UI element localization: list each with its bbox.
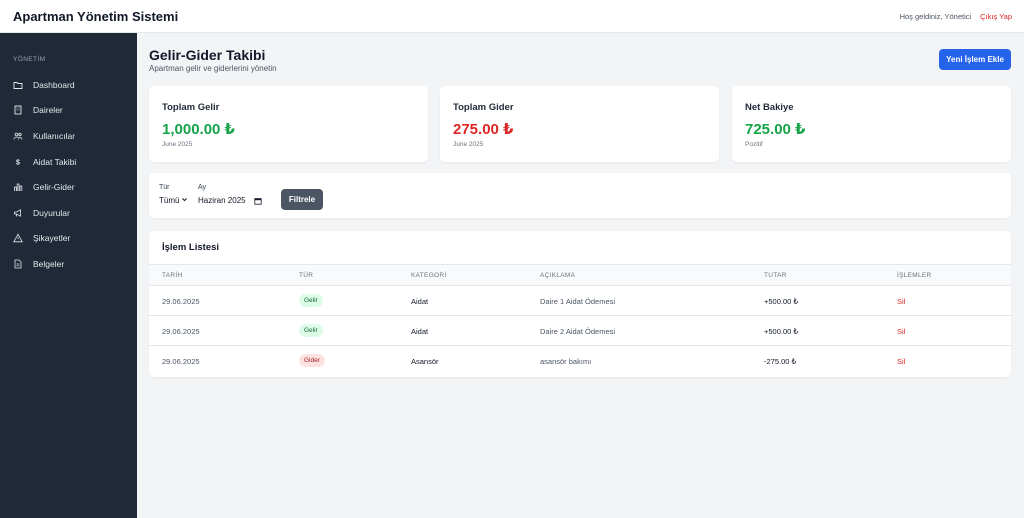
column-header-description: AÇIKLAMA: [540, 272, 576, 279]
warning-icon: [13, 233, 23, 243]
sidebar-section-title: YÖNETİM: [13, 56, 46, 63]
month-filter-label: Ay: [198, 184, 207, 191]
sidebar-item-label: Daireler: [33, 105, 63, 116]
type-badge: Gelir: [299, 324, 323, 337]
filter-button[interactable]: Filtrele: [281, 189, 323, 210]
sidebar-item-gelir-gider[interactable]: Gelir-Gider: [0, 174, 137, 200]
cell-date: 29.06.2025: [162, 327, 200, 336]
column-header-date: TARİH: [162, 272, 183, 279]
column-header-actions: İŞLEMLER: [897, 272, 932, 279]
sidebar-item-label: Aidat Takibi: [33, 156, 77, 167]
svg-text:$: $: [16, 159, 20, 166]
table-row: 29.06.2025 Gelir Aidat Daire 2 Aidat Öde…: [149, 316, 1011, 346]
column-header-type: TÜR: [299, 272, 314, 279]
cell-description: asansör bakımı: [540, 357, 592, 366]
sidebar-item-label: Duyurular: [33, 207, 70, 218]
sidebar-item-belgeler[interactable]: Belgeler: [0, 251, 137, 277]
cell-amount: +500.00 ₺: [764, 297, 799, 306]
type-badge: Gelir: [299, 294, 323, 307]
type-filter-label: Tür: [159, 184, 170, 191]
card-note: June 2025: [162, 141, 193, 148]
chart-icon: [13, 182, 23, 192]
folder-icon: [13, 80, 23, 90]
top-bar: Apartman Yönetim Sistemi Hoş geldiniz, Y…: [0, 0, 1024, 33]
table-header: TARİH TÜR KATEGORİ AÇIKLAMA TUTAR İŞLEML…: [149, 264, 1011, 286]
sidebar-item-label: Dashboard: [33, 79, 75, 90]
sidebar-item-label: Belgeler: [33, 258, 65, 269]
page-subtitle: Apartman gelir ve giderlerini yönetin: [149, 64, 277, 73]
cell-category: Aidat: [411, 297, 429, 306]
document-icon: [13, 259, 23, 269]
cell-description: Daire 2 Aidat Ödemesi: [540, 327, 616, 336]
users-icon: [13, 131, 23, 141]
cell-amount: +500.00 ₺: [764, 327, 799, 336]
page-title: Gelir-Gider Takibi: [149, 47, 266, 63]
calendar-icon[interactable]: [253, 197, 262, 205]
sidebar-item-daireler[interactable]: Daireler: [0, 98, 137, 124]
cell-date: 29.06.2025: [162, 297, 200, 306]
column-header-category: KATEGORİ: [411, 272, 447, 279]
sidebar-item-duyurular[interactable]: Duyurular: [0, 200, 137, 226]
cell-amount: -275.00 ₺: [764, 357, 797, 366]
cell-date: 29.06.2025: [162, 357, 200, 366]
table-row: 29.06.2025 Gider Asansör asansör bakımı …: [149, 346, 1011, 376]
card-value: 725.00 ₺: [745, 121, 806, 138]
delete-link[interactable]: Sil: [897, 357, 906, 366]
card-note: June 2025: [453, 141, 484, 148]
month-filter-input[interactable]: Haziran 2025: [198, 196, 262, 205]
sidebar-item-label: Kullanıcılar: [33, 130, 76, 141]
delete-link[interactable]: Sil: [897, 327, 906, 336]
app-title: Apartman Yönetim Sistemi: [13, 8, 179, 24]
table-title: İşlem Listesi: [162, 242, 220, 253]
delete-link[interactable]: Sil: [897, 297, 906, 306]
chevron-down-icon: [181, 196, 188, 205]
dollar-icon: $: [13, 157, 23, 167]
building-icon: [13, 105, 23, 115]
user-area: Hoş geldiniz, Yönetici Çıkış Yap: [900, 12, 1012, 21]
card-label: Net Bakiye: [745, 102, 794, 113]
cell-description: Daire 1 Aidat Ödemesi: [540, 297, 616, 306]
type-filter-select[interactable]: Tümü: [159, 196, 188, 205]
card-value: 275.00 ₺: [453, 121, 514, 138]
cell-category: Aidat: [411, 327, 429, 336]
balance-summary-card: Net Bakiye 725.00 ₺ Pozitif: [732, 86, 1011, 162]
sidebar-item-dashboard[interactable]: Dashboard: [0, 72, 137, 98]
income-summary-card: Toplam Gelir 1,000.00 ₺ June 2025: [149, 86, 428, 162]
sidebar-item-kullanicilar[interactable]: Kullanıcılar: [0, 123, 137, 149]
type-filter-value: Tümü: [159, 196, 180, 205]
sidebar-item-aidat-takibi[interactable]: $ Aidat Takibi: [0, 149, 137, 175]
card-label: Toplam Gider: [453, 102, 514, 113]
main-content: Gelir-Gider Takibi Apartman gelir ve gid…: [137, 33, 1024, 518]
logout-link[interactable]: Çıkış Yap: [980, 11, 1012, 21]
megaphone-icon: [13, 208, 23, 218]
cell-category: Asansör: [411, 357, 439, 366]
type-badge: Gider: [299, 354, 325, 367]
sidebar-item-sikayetler[interactable]: Şikayetler: [0, 226, 137, 252]
sidebar-item-label: Gelir-Gider: [33, 182, 75, 193]
transactions-table: İşlem Listesi TARİH TÜR KATEGORİ AÇIKLAM…: [149, 231, 1011, 377]
card-label: Toplam Gelir: [162, 102, 220, 113]
expense-summary-card: Toplam Gider 275.00 ₺ June 2025: [440, 86, 719, 162]
welcome-text: Hoş geldiniz, Yönetici: [899, 11, 972, 21]
table-row: 29.06.2025 Gelir Aidat Daire 1 Aidat Öde…: [149, 286, 1011, 316]
column-header-amount: TUTAR: [764, 272, 787, 279]
month-filter-value: Haziran 2025: [198, 196, 246, 205]
new-transaction-button[interactable]: Yeni İşlem Ekle: [939, 49, 1011, 70]
card-note: Pozitif: [745, 141, 763, 148]
card-value: 1,000.00 ₺: [162, 121, 235, 138]
filter-bar: Tür Tümü Ay Haziran 2025 Filtrele: [149, 173, 1011, 218]
sidebar-item-label: Şikayetler: [33, 233, 71, 244]
sidebar: YÖNETİM Dashboard Daireler Kullanıcılar …: [0, 33, 137, 518]
